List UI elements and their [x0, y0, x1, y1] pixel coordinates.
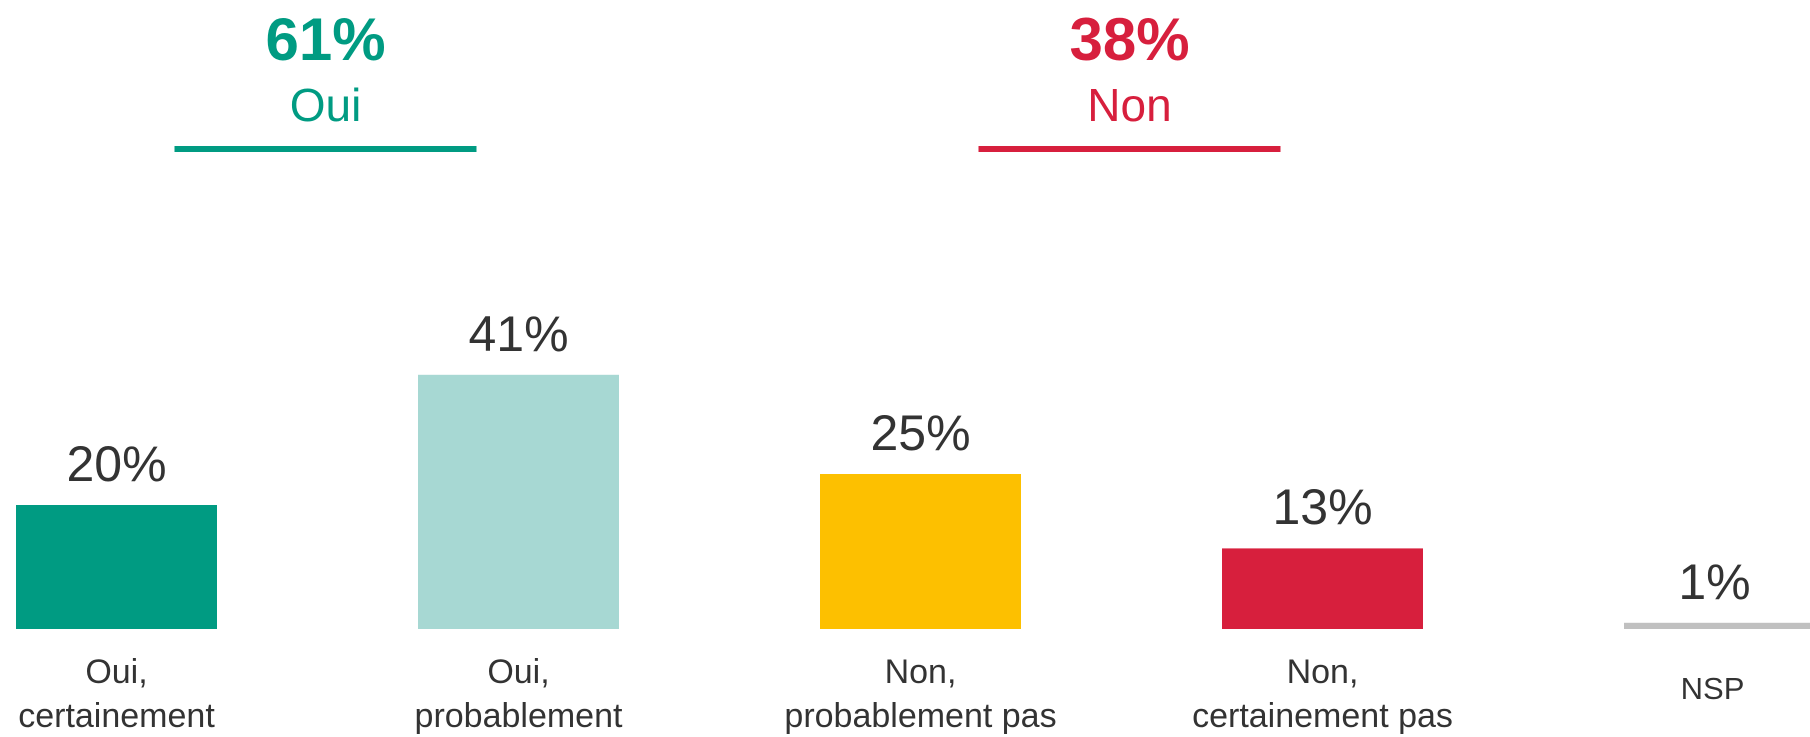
x-tick-label: NSP: [1680, 671, 1745, 706]
x-tick-label: Non, probablement pas: [784, 653, 1057, 735]
x-tick-label: Non, certainement pas: [1192, 653, 1453, 735]
group-value: 38%: [1069, 6, 1190, 73]
bar: [418, 374, 619, 629]
group-name: Non: [1087, 79, 1172, 131]
value-label: 25%: [870, 405, 971, 461]
group-name: Oui: [289, 79, 362, 131]
bar: [820, 474, 1021, 629]
x-tick-label: Oui, probablement: [414, 653, 623, 735]
group-value: 61%: [265, 6, 386, 73]
bar: [1222, 548, 1423, 629]
bar: [16, 505, 217, 629]
value-label: 41%: [468, 305, 569, 362]
bar: [1624, 622, 1810, 629]
value-label: 1%: [1678, 553, 1751, 610]
x-tick-label: Oui, certainement: [18, 653, 215, 735]
value-label: 13%: [1272, 479, 1373, 536]
value-label: 20%: [66, 436, 167, 492]
